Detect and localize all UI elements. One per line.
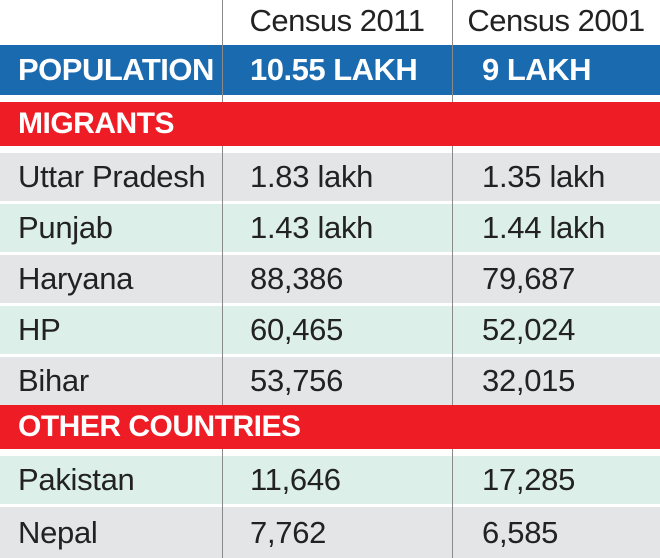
column-divider	[452, 146, 453, 405]
row-census-2001: 1.44 lakh	[482, 210, 606, 245]
row-label: Punjab	[18, 210, 113, 245]
table-row: Haryana 88,386 79,687	[0, 255, 660, 303]
column-divider	[222, 146, 223, 405]
section-title: OTHER COUNTRIES	[18, 410, 301, 443]
header-census-2011: Census 2011	[249, 3, 425, 38]
row-census-2001: 6,585	[482, 514, 559, 550]
header-census-2001: Census 2001	[467, 3, 645, 38]
row-census-2011: 88,386	[250, 261, 344, 296]
row-census-2011: 1.43 lakh	[250, 210, 374, 245]
row-label: Nepal	[18, 514, 98, 550]
section-header-migrants: MIGRANTS	[0, 102, 660, 146]
table-row: Uttar Pradesh 1.83 lakh 1.35 lakh	[0, 153, 660, 201]
row-label: HP	[18, 312, 61, 347]
row-label: Bihar	[18, 363, 89, 398]
row-census-2001: 1.35 lakh	[482, 159, 606, 194]
table-row: Bihar 53,756 32,015	[0, 357, 660, 405]
row-census-2011: 11,646	[250, 462, 341, 497]
row-label: Pakistan	[18, 462, 135, 497]
population-row: POPULATION 10.55 LAKH 9 LAKH	[0, 45, 660, 95]
column-divider	[222, 0, 223, 102]
column-divider	[452, 0, 453, 102]
row-census-2011: 7,762	[250, 514, 327, 550]
column-divider	[452, 449, 453, 558]
section-title: MIGRANTS	[18, 107, 175, 140]
header-empty-cell	[0, 0, 222, 42]
section-header-other-countries: OTHER COUNTRIES	[0, 405, 660, 449]
row-census-2001: 79,687	[482, 261, 576, 296]
table-row: Punjab 1.43 lakh 1.44 lakh	[0, 204, 660, 252]
population-label: POPULATION	[18, 52, 214, 87]
row-census-2011: 53,756	[250, 363, 344, 398]
row-census-2001: 32,015	[482, 363, 576, 398]
header-row: Census 2011 Census 2001	[0, 0, 660, 42]
table-row: HP 60,465 52,024	[0, 306, 660, 354]
row-census-2001: 52,024	[482, 312, 576, 347]
population-2001: 9 LAKH	[482, 52, 591, 87]
row-census-2001: 17,285	[482, 462, 576, 497]
table-row: Pakistan 11,646 17,285	[0, 456, 660, 504]
row-census-2011: 60,465	[250, 312, 344, 347]
column-divider	[222, 449, 223, 558]
population-2011: 10.55 LAKH	[250, 52, 418, 87]
row-label: Uttar Pradesh	[18, 159, 206, 194]
table-row: Nepal 7,762 6,585	[0, 507, 660, 558]
row-label: Haryana	[18, 261, 134, 296]
row-census-2011: 1.83 lakh	[250, 159, 374, 194]
